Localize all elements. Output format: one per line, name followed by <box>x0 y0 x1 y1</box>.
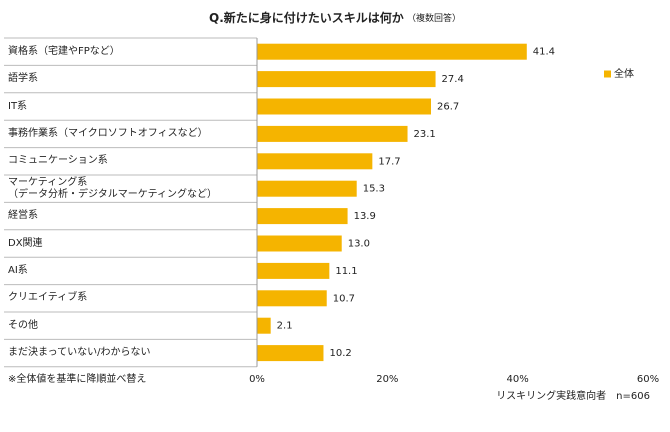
category-label: コミュニケーション系 <box>8 155 108 167</box>
category-label: 事務作業系（マイクロソフトオフィスなど） <box>8 127 208 139</box>
chart-subtitle: （複数回答） <box>407 12 461 24</box>
value-label: 2.1 <box>277 321 293 332</box>
category-label: その他 <box>8 319 38 331</box>
legend-label: 全体 <box>614 67 634 80</box>
category-label: DX関連 <box>8 237 43 249</box>
value-label: 26.7 <box>437 102 459 113</box>
bar <box>257 180 357 197</box>
bar <box>257 71 436 88</box>
category-label: クリエイティブ系 <box>8 292 88 304</box>
value-label: 41.4 <box>533 47 555 58</box>
bar <box>257 98 431 115</box>
value-label: 15.3 <box>363 184 385 195</box>
bar <box>257 43 527 60</box>
category-label: 経営系 <box>8 210 38 222</box>
category-label: まだ決まっていない/わからない <box>8 347 151 359</box>
category-label: 語学系 <box>8 73 38 85</box>
note: ※全体値を基準に降順並べ替え <box>8 372 146 385</box>
category-label: 資格系（宅建やFPなど） <box>8 45 120 57</box>
bar <box>257 262 330 279</box>
chart-title-group: Q.新たに身に付けたいスキルは何か （複数回答） <box>209 10 461 25</box>
category-label: AI系 <box>8 264 28 276</box>
chart-title: Q.新たに身に付けたいスキルは何か <box>209 10 404 25</box>
category-label: IT系 <box>8 100 28 112</box>
bar <box>257 208 348 225</box>
value-label: 27.4 <box>442 74 464 85</box>
value-label: 13.0 <box>348 239 370 250</box>
sample-note: リスキリング実践意向者 n=606 <box>496 389 650 402</box>
bar <box>257 345 324 362</box>
bar <box>257 290 327 307</box>
value-label: 13.9 <box>354 211 376 222</box>
value-label: 10.7 <box>333 293 355 304</box>
value-label: 23.1 <box>414 129 436 140</box>
x-tick-label: 20% <box>376 374 398 385</box>
x-tick-label: 60% <box>637 374 659 385</box>
category-label: マーケティング系 （データ分析・デジタルマーケティングなど） <box>8 176 217 200</box>
bar <box>257 125 408 142</box>
bar <box>257 153 373 170</box>
value-label: 10.2 <box>329 348 351 359</box>
value-label: 17.7 <box>378 156 400 167</box>
bar <box>257 235 342 252</box>
x-tick-label: 0% <box>249 374 265 385</box>
x-tick-label: 40% <box>507 374 529 385</box>
legend-swatch <box>604 70 611 78</box>
value-label: 11.1 <box>335 266 357 277</box>
bar <box>257 317 271 334</box>
